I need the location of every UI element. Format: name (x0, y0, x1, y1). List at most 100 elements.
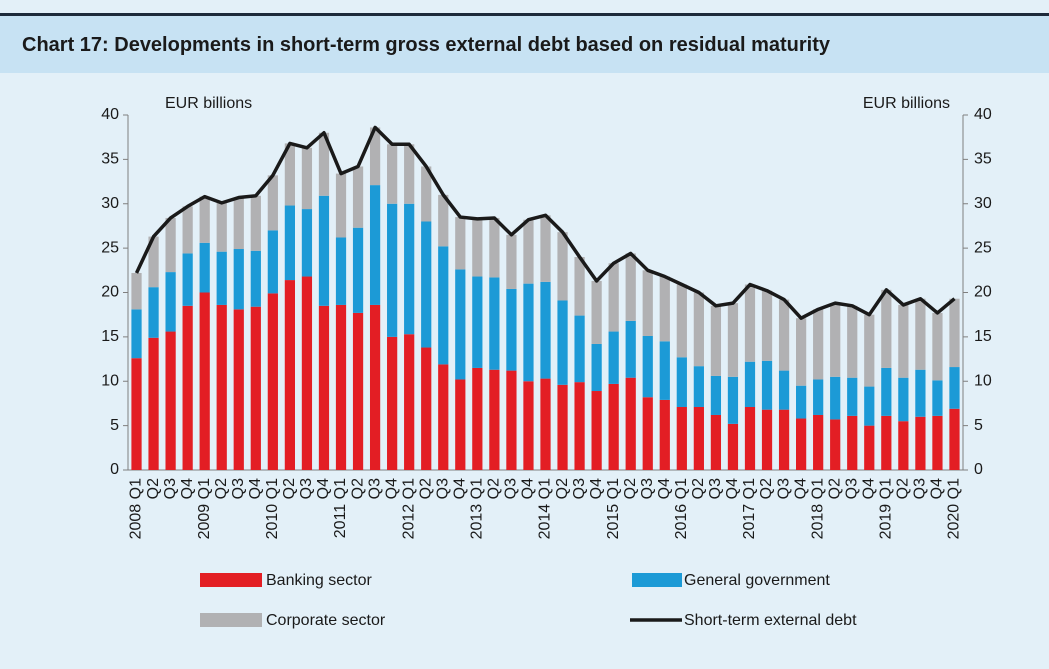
bar-segment (387, 203, 398, 337)
x-tick-label: Q3 (571, 478, 588, 499)
bar-segment (761, 290, 773, 361)
x-tick-label: Q3 (366, 478, 383, 499)
x-tick-label: Q3 (434, 478, 451, 499)
bar-segment (165, 331, 176, 470)
bar-segment (915, 369, 926, 417)
bar-segment (352, 312, 364, 470)
bar-segment (250, 195, 261, 251)
bar-segment (301, 147, 313, 210)
bar-segment (608, 383, 619, 470)
x-tick-label: 2008 Q1 (128, 478, 145, 539)
bar-segment (881, 367, 892, 416)
x-tick-label: Q3 (775, 478, 792, 499)
bar-segment (693, 366, 704, 407)
bar-segment (898, 304, 909, 378)
x-tick-label: 2017 Q1 (741, 478, 758, 539)
bar-segment (301, 276, 313, 470)
bar-segment (369, 304, 381, 470)
bar-segment (472, 218, 483, 277)
y2-tick-label: 10 (974, 372, 992, 389)
bar-segment (369, 185, 381, 305)
x-tick-label: Q3 (230, 478, 247, 499)
x-tick-label: Q2 (826, 478, 843, 499)
bar-segment (813, 414, 824, 470)
bar-segment (404, 144, 415, 204)
bar-segment (421, 347, 432, 470)
bar-segment (455, 217, 466, 270)
bar-segment (284, 205, 295, 281)
bar-segment (182, 305, 193, 470)
bar-segment (881, 289, 892, 368)
bar-segment (591, 280, 602, 344)
bar-segment (165, 217, 176, 273)
bar-segment (250, 306, 261, 470)
y2-tick-label: 40 (974, 106, 992, 123)
x-tick-label: Q3 (503, 478, 520, 499)
bar-segment (591, 391, 602, 470)
bar-segment (557, 232, 568, 301)
bar-segment (301, 209, 313, 277)
bar-segment (250, 250, 261, 307)
bar-segment (216, 304, 227, 470)
x-tick-label: Q4 (588, 478, 605, 499)
bar-segment (625, 377, 636, 470)
bar-segment (404, 203, 415, 335)
y-tick-label: 30 (101, 195, 119, 212)
bar-segment (506, 288, 517, 371)
x-tick-label: Q2 (486, 478, 503, 499)
x-tick-label: Q4 (247, 478, 264, 499)
x-tick-label: 2009 Q1 (196, 478, 213, 539)
bar-segment (744, 406, 756, 470)
x-tick-label: Q3 (912, 478, 929, 499)
bar-segment (523, 381, 534, 470)
line-series (134, 125, 956, 320)
x-tick-label: 2018 Q1 (809, 478, 826, 539)
x-tick-label: 2011 Q1 (332, 478, 349, 538)
bar-segment (199, 292, 210, 470)
y2-tick-label: 15 (974, 328, 992, 345)
bar-segment (881, 415, 892, 470)
bar-segment (148, 337, 159, 470)
bar-segment (523, 283, 534, 382)
bar-segment (676, 284, 687, 358)
bar-segment (131, 358, 142, 470)
bar-segment (455, 269, 466, 380)
bar-segment (574, 315, 585, 383)
bar-segment (830, 303, 841, 377)
bar-segment (131, 272, 142, 310)
bar-segment (574, 257, 585, 316)
bar-segment (659, 399, 670, 470)
bar-segment (608, 331, 619, 384)
y-tick-label: 25 (101, 239, 119, 256)
bar-segment (540, 378, 551, 470)
bar-segment (864, 314, 875, 387)
y-tick-label: 10 (101, 372, 119, 389)
bar-segment (148, 236, 159, 288)
bar-segment (847, 305, 858, 378)
bar-segment (693, 406, 704, 470)
x-tick-label: 2010 Q1 (264, 478, 281, 539)
bar-segment (404, 334, 415, 470)
bar-segment (932, 312, 943, 381)
bar-segment (369, 127, 381, 186)
bar-segment (506, 370, 517, 470)
legend-label: Banking sector (266, 572, 373, 589)
bar-segment (915, 416, 926, 470)
x-tick-label: Q2 (417, 478, 434, 499)
y-tick-label: 0 (110, 461, 119, 478)
bar-segment (284, 143, 295, 206)
bar-segment (830, 376, 841, 420)
bar-segment (949, 367, 960, 409)
bar-segment (710, 414, 722, 470)
y-tick-label: 40 (101, 106, 119, 123)
bar-segment (284, 280, 295, 470)
bar-segment (932, 380, 943, 416)
y-tick-label: 15 (101, 328, 119, 345)
bar-segment (267, 175, 278, 231)
bar-segment (625, 253, 636, 321)
bar-segment (676, 357, 687, 407)
bar-segment (864, 425, 875, 470)
bar-segment (761, 409, 773, 470)
bar-segment (421, 166, 432, 222)
